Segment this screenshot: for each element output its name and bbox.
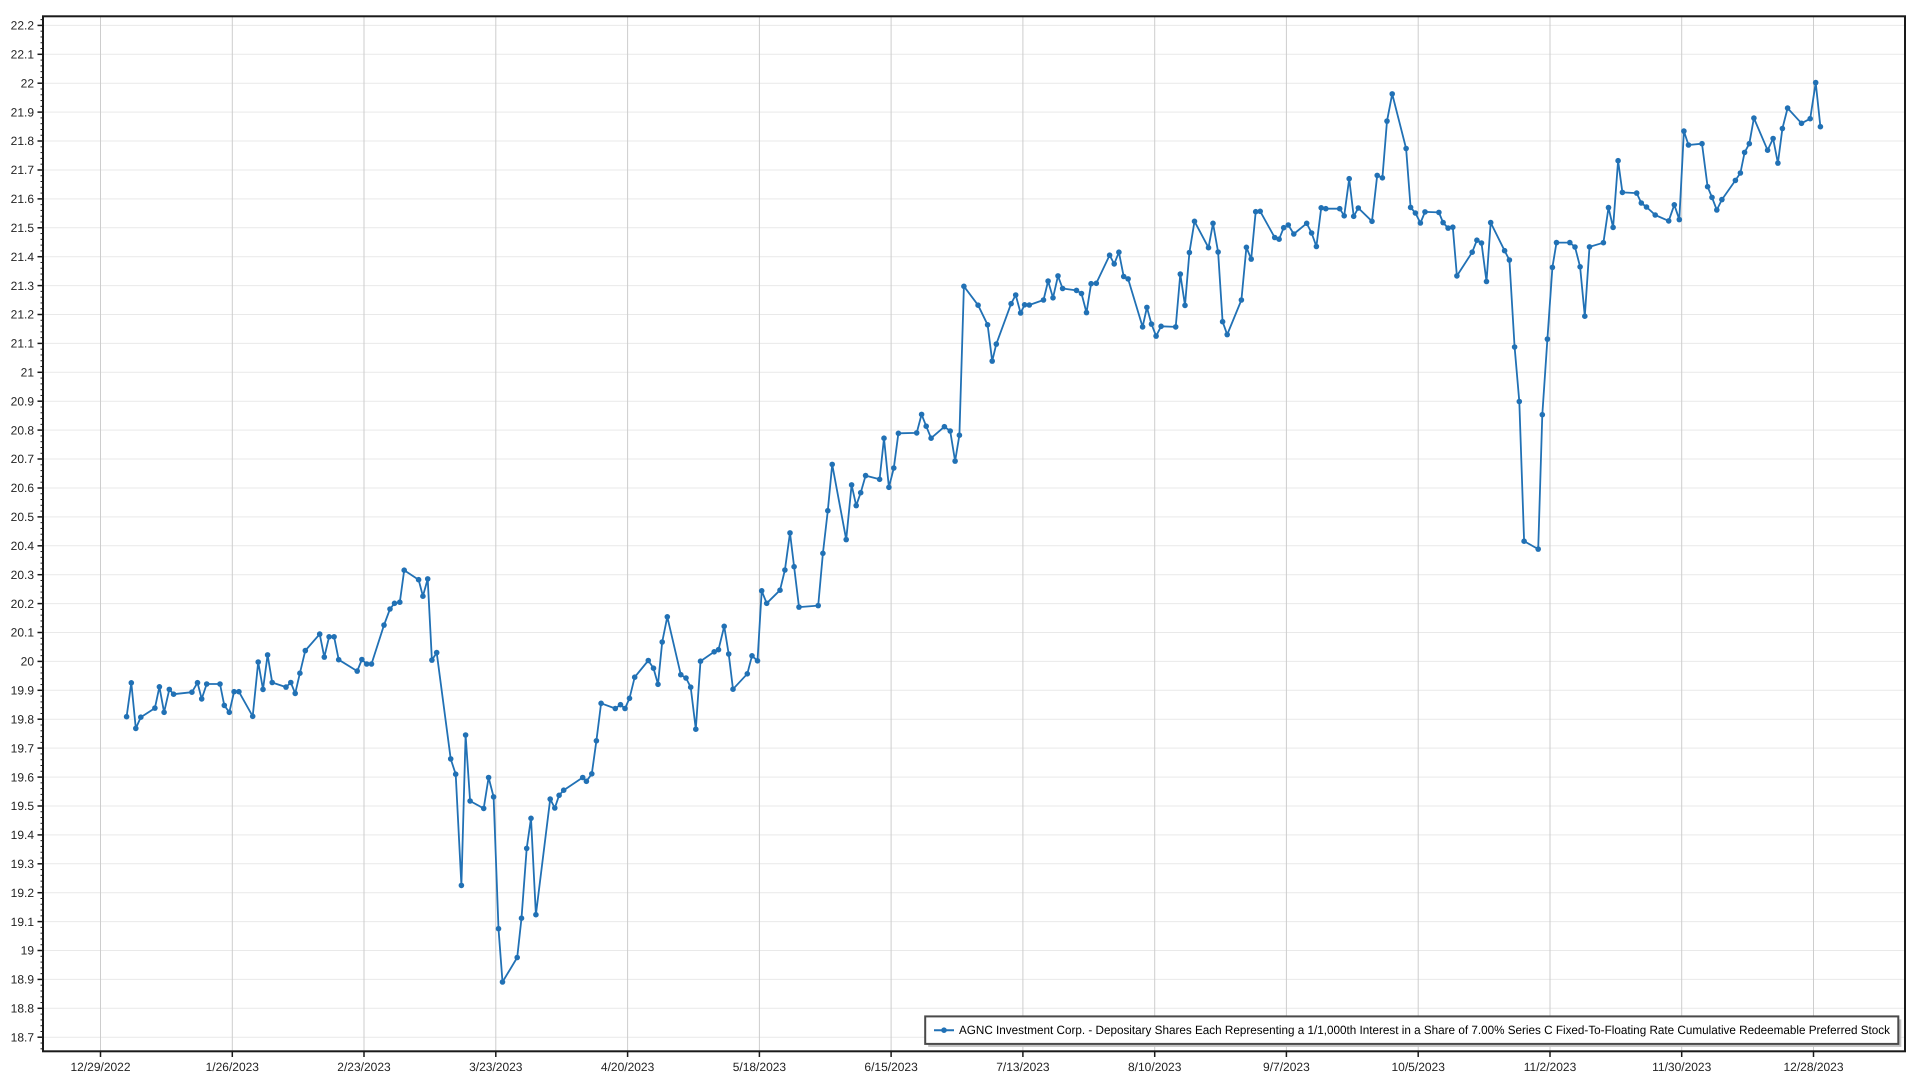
svg-text:21: 21	[21, 366, 35, 380]
svg-text:8/10/2023: 8/10/2023	[1128, 1060, 1182, 1074]
svg-text:21.6: 21.6	[11, 192, 35, 206]
svg-text:19.3: 19.3	[11, 857, 35, 871]
svg-text:21.3: 21.3	[11, 279, 35, 293]
svg-text:20.2: 20.2	[11, 597, 35, 611]
svg-text:22.2: 22.2	[11, 19, 35, 33]
svg-text:11/30/2023: 11/30/2023	[1652, 1060, 1711, 1074]
svg-text:20.8: 20.8	[11, 423, 35, 437]
svg-text:20: 20	[21, 655, 35, 669]
svg-text:21.2: 21.2	[11, 308, 35, 322]
svg-text:21.1: 21.1	[11, 337, 35, 351]
svg-text:1/26/2023: 1/26/2023	[206, 1060, 260, 1074]
svg-text:19.7: 19.7	[11, 741, 35, 755]
svg-text:21.9: 21.9	[11, 105, 35, 119]
svg-text:19.5: 19.5	[11, 799, 35, 813]
svg-text:11/2/2023: 11/2/2023	[1524, 1060, 1577, 1074]
svg-text:18.9: 18.9	[11, 973, 35, 987]
svg-text:21.7: 21.7	[11, 163, 35, 177]
svg-text:20.5: 20.5	[11, 510, 35, 524]
svg-text:19.2: 19.2	[11, 886, 35, 900]
svg-text:4/20/2023: 4/20/2023	[601, 1060, 655, 1074]
svg-text:20.1: 20.1	[11, 626, 35, 640]
svg-text:21.5: 21.5	[11, 221, 35, 235]
svg-text:5/18/2023: 5/18/2023	[733, 1060, 787, 1074]
svg-text:19.1: 19.1	[11, 915, 35, 929]
svg-text:18.8: 18.8	[11, 1002, 35, 1016]
svg-text:AGNC Investment Corp. - Deposi: AGNC Investment Corp. - Depositary Share…	[959, 1023, 1891, 1037]
svg-text:7/13/2023: 7/13/2023	[996, 1060, 1050, 1074]
svg-text:21.4: 21.4	[11, 250, 35, 264]
svg-text:6/15/2023: 6/15/2023	[864, 1060, 918, 1074]
svg-text:9/7/2023: 9/7/2023	[1263, 1060, 1310, 1074]
svg-text:19.9: 19.9	[11, 684, 35, 698]
svg-text:12/29/2022: 12/29/2022	[70, 1060, 130, 1074]
svg-text:22.1: 22.1	[11, 48, 35, 62]
svg-text:20.6: 20.6	[11, 481, 35, 495]
svg-text:20.3: 20.3	[11, 568, 35, 582]
svg-text:19.8: 19.8	[11, 712, 35, 726]
svg-text:2/23/2023: 2/23/2023	[337, 1060, 391, 1074]
svg-text:10/5/2023: 10/5/2023	[1392, 1060, 1446, 1074]
svg-text:22: 22	[21, 76, 35, 90]
svg-text:18.7: 18.7	[11, 1031, 35, 1045]
svg-text:19.4: 19.4	[11, 828, 35, 842]
svg-text:3/23/2023: 3/23/2023	[469, 1060, 523, 1074]
svg-text:20.7: 20.7	[11, 452, 35, 466]
svg-text:19.6: 19.6	[11, 770, 35, 784]
svg-text:12/28/2023: 12/28/2023	[1783, 1060, 1843, 1074]
svg-text:20.4: 20.4	[11, 539, 35, 553]
svg-text:19: 19	[21, 944, 35, 958]
svg-text:20.9: 20.9	[11, 394, 35, 408]
svg-text:21.8: 21.8	[11, 134, 35, 148]
